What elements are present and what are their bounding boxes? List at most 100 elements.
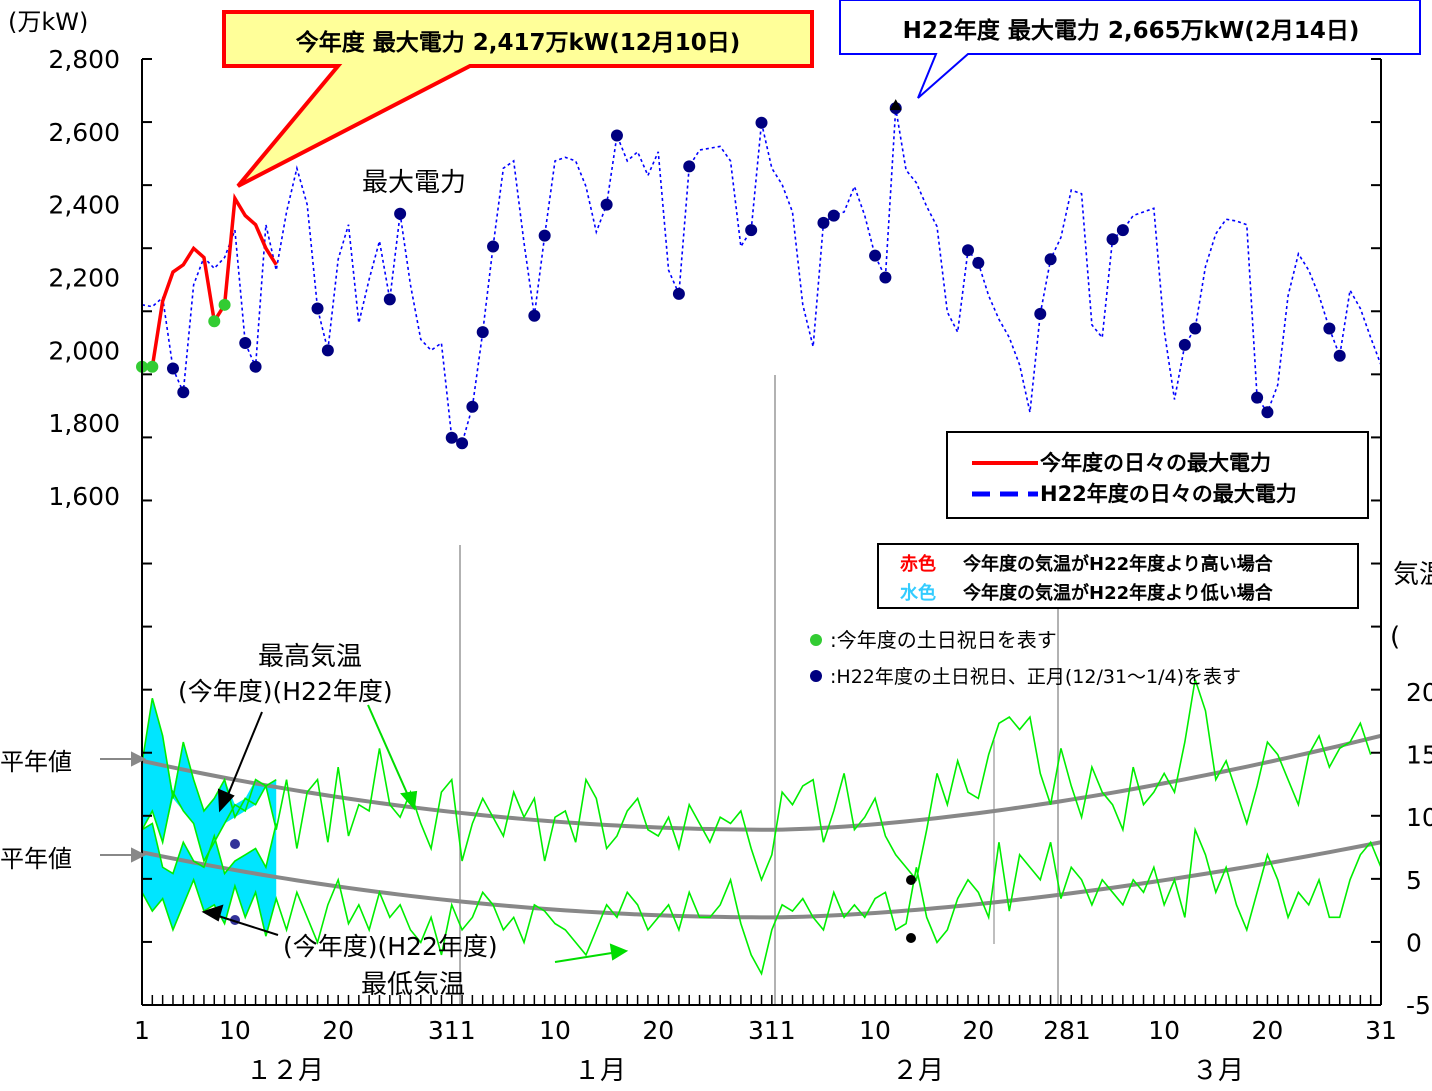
prev-holiday-point xyxy=(817,216,830,229)
prev-holiday-point xyxy=(1106,233,1119,246)
prev-holiday-point xyxy=(827,209,840,222)
prev-peak-callout-box xyxy=(839,0,1421,99)
arrow-max-prev xyxy=(367,704,411,801)
legend-red-word: 赤色 xyxy=(900,553,936,575)
current-peak-text: 今年度 最大電力 2,417万kW(12月10日) xyxy=(296,29,740,56)
min-temp-current-line xyxy=(141,822,278,876)
y-right-tick-label: 5 xyxy=(1406,866,1422,895)
max-temp-diff-band xyxy=(142,698,277,862)
arrow-max-prev-head xyxy=(400,790,418,811)
prev-holiday-point xyxy=(239,337,252,350)
annotation-arrows xyxy=(201,711,279,936)
legend-current-label: 今年度の日々の最大電力 xyxy=(1040,451,1271,475)
month-label: ２月 xyxy=(892,1056,944,1086)
y-left-tick-label: 2,200 xyxy=(48,264,120,293)
max-power-label: 最大電力 xyxy=(362,168,466,198)
prev-holiday-point xyxy=(311,302,324,315)
marker-dot-high xyxy=(906,875,916,885)
min-temp-sub: (今年度)(H22年度) xyxy=(283,932,498,961)
y-left-tick-label: 2,400 xyxy=(48,191,120,220)
color-legend-box xyxy=(877,543,1359,609)
prev-holiday-point xyxy=(487,240,500,253)
prev-year-power-line xyxy=(141,108,1382,445)
prev-holiday-point xyxy=(466,400,479,413)
power-legend-box xyxy=(946,431,1369,519)
normal-arrows xyxy=(100,751,147,863)
prev-holiday-point xyxy=(755,116,768,129)
legend-cyan-text: 今年度の気温がH22年度より低い場合 xyxy=(963,582,1274,604)
legend-cyan-word: 水色 xyxy=(900,582,936,604)
prev-holiday-point xyxy=(683,160,696,173)
x-tick-label: 20 xyxy=(642,1016,674,1045)
prev-holiday-point xyxy=(1034,307,1047,320)
normal-label-2: 平年値 xyxy=(0,845,72,873)
y-right-tick-label: 0 xyxy=(1406,928,1422,957)
prev-holiday-point xyxy=(1251,391,1264,404)
prev-peak-callout: H22年度 最大電力 2,665万kW(2月14日) xyxy=(839,0,1421,99)
color-legend: 赤色 今年度の気温がH22年度より高い場合 水色 今年度の気温がH22年度より低… xyxy=(877,543,1359,609)
max-temp-sub: (今年度)(H22年度) xyxy=(178,677,393,706)
y-left-unit: (万kW) xyxy=(8,8,88,36)
x-tick-label: 281 xyxy=(1043,1016,1091,1045)
prev-holiday-point xyxy=(1261,406,1274,419)
prev-holiday-point xyxy=(249,360,262,373)
prev-holiday-point xyxy=(383,293,396,306)
arrow-min-current xyxy=(211,913,279,936)
prev-holiday-point xyxy=(1323,322,1336,335)
arrow-min-current-head xyxy=(201,904,224,922)
x-tick-label: 31 xyxy=(1365,1016,1397,1045)
prev-holiday-point xyxy=(456,437,469,450)
normal-label-1: 平年値 xyxy=(0,748,72,776)
max-temp-current-line xyxy=(141,698,277,820)
y-left-tick-label: 1,800 xyxy=(48,409,120,438)
prev-holiday-point xyxy=(879,271,892,284)
power-legend: 今年度の日々の最大電力 H22年度の日々の最大電力 xyxy=(946,431,1369,519)
min-temp-label: 最低気温 xyxy=(361,970,465,1000)
x-tick-label: 311 xyxy=(428,1016,476,1045)
arrow-normal-1-head xyxy=(131,751,147,767)
prev-holiday-point xyxy=(610,129,623,142)
legend-navy-dot xyxy=(810,670,822,682)
current-holiday-point xyxy=(218,298,231,311)
x-tick-label: 10 xyxy=(219,1016,251,1045)
min-temp-prev-line xyxy=(141,826,1382,976)
current-peak-callout-box xyxy=(222,10,814,188)
legend-red-text: 今年度の気温がH22年度より高い場合 xyxy=(963,553,1274,575)
prev-holiday-point xyxy=(177,386,190,399)
prev-holiday-point xyxy=(538,229,551,242)
temp-navy-dot-1 xyxy=(230,839,240,849)
month-label: １２月 xyxy=(246,1056,324,1086)
max-temp-label: 最高気温 xyxy=(258,642,362,672)
y-left-tick-label: 2,600 xyxy=(48,118,120,147)
x-tick-label: 10 xyxy=(539,1016,571,1045)
prev-peak-text: H22年度 最大電力 2,665万kW(2月14日) xyxy=(903,17,1360,44)
prev-holiday-point xyxy=(1333,349,1346,362)
y-right-paren: ( xyxy=(1390,622,1400,652)
prev-holiday-point xyxy=(962,244,974,257)
x-tick-label: 1 xyxy=(134,1016,150,1045)
legend-green-dot-text: :今年度の土日祝日を表す xyxy=(830,628,1057,652)
prev-holiday-point xyxy=(476,326,489,339)
arrow-min-prev xyxy=(554,951,619,963)
y-right-tick-label: 20 xyxy=(1406,678,1432,707)
prev-holiday-point xyxy=(528,309,541,322)
current-year-power-line xyxy=(142,193,278,369)
x-tick-label: 20 xyxy=(322,1016,354,1045)
x-tick-label: 20 xyxy=(962,1016,994,1045)
prev-holiday-point xyxy=(972,256,985,269)
normal-max-temp-line xyxy=(141,733,1382,832)
x-tick-label: 10 xyxy=(859,1016,891,1045)
y-left-tick-label: 2,800 xyxy=(48,45,120,74)
arrow-max-current-head xyxy=(217,788,235,813)
y-right-tick-label: 15 xyxy=(1406,741,1432,770)
arrow-normal-2-head xyxy=(131,847,147,863)
prev-holiday-point xyxy=(600,198,613,211)
legend-green-dot xyxy=(810,634,822,646)
prev-peak-marker xyxy=(889,99,902,111)
arrow-max-current xyxy=(224,711,263,803)
month-label: １月 xyxy=(574,1056,626,1086)
marker-dot-low xyxy=(906,933,916,943)
prev-holiday-point xyxy=(672,287,685,300)
y-left-tick-label: 1,600 xyxy=(48,482,120,511)
